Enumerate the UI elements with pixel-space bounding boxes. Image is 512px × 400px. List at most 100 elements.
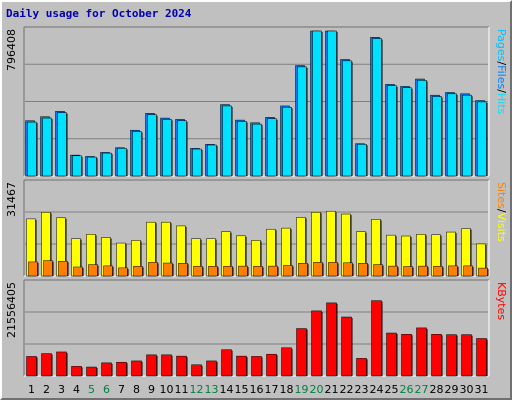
bar-files-day-21 [327, 30, 337, 177]
x-tick-label-10: 10 [160, 383, 174, 396]
bar-sites-day-20 [313, 262, 323, 277]
bar-files-day-11 [177, 120, 187, 177]
bar-files-day-19 [297, 66, 307, 177]
bar-files-day-29 [447, 93, 457, 177]
y-max-label-kbytes: 21556405 [5, 282, 18, 338]
x-tick-label-22: 22 [340, 383, 354, 396]
bar-files-day-24 [372, 38, 382, 177]
bar-kbytes-day-9 [146, 354, 157, 377]
bar-files-day-27 [417, 80, 427, 177]
bar-kbytes-day-14 [221, 349, 232, 377]
bar-files-day-14 [222, 105, 232, 177]
x-tick-label-5: 5 [88, 383, 95, 396]
x-tick-label-12: 12 [190, 383, 204, 396]
bar-files-day-22 [342, 60, 352, 177]
bar-kbytes-day-15 [236, 355, 247, 377]
x-tick-label-4: 4 [73, 383, 80, 396]
bar-kbytes-day-13 [206, 360, 217, 377]
x-tick-label-8: 8 [133, 383, 140, 396]
legend-sites-visits: Sites/Visits [495, 182, 508, 242]
bar-files-day-16 [252, 123, 262, 177]
legend-entry: Sites [495, 182, 508, 209]
bar-sites-day-1 [28, 261, 38, 277]
legend-entry: Hits [495, 93, 508, 115]
x-tick-label-18: 18 [280, 383, 294, 396]
bar-sites-day-13 [208, 266, 218, 277]
legend-entry: / [495, 61, 508, 65]
x-tick-label-9: 9 [148, 383, 155, 396]
bar-files-day-25 [387, 85, 397, 177]
bar-kbytes-day-25 [386, 332, 397, 377]
bar-kbytes-day-23 [356, 358, 367, 377]
bar-sites-day-11 [178, 263, 188, 277]
bar-files-day-2 [42, 117, 52, 177]
bar-kbytes-day-1 [26, 356, 37, 377]
bar-kbytes-day-19 [296, 328, 307, 377]
x-tick-label-15: 15 [235, 383, 249, 396]
bar-kbytes-day-7 [116, 361, 127, 377]
bar-kbytes-day-10 [161, 354, 172, 377]
bar-kbytes-day-11 [176, 355, 187, 377]
bar-files-day-6 [102, 152, 112, 177]
x-tick-label-6: 6 [103, 383, 110, 396]
bar-kbytes-day-24 [371, 300, 382, 377]
bar-kbytes-day-29 [446, 334, 457, 377]
x-tick-label-29: 29 [445, 383, 459, 396]
bar-kbytes-day-30 [461, 334, 472, 377]
bar-kbytes-day-22 [341, 316, 352, 377]
bar-kbytes-day-4 [71, 366, 82, 377]
bar-sites-day-8 [133, 266, 143, 277]
bar-files-day-20 [312, 30, 322, 177]
bar-kbytes-day-28 [431, 334, 442, 377]
bar-files-day-12 [192, 148, 202, 177]
bar-sites-day-14 [223, 266, 233, 277]
bar-sites-day-31 [478, 267, 488, 277]
bar-kbytes-day-16 [251, 356, 262, 377]
x-tick-label-17: 17 [265, 383, 279, 396]
bar-sites-day-25 [388, 265, 398, 277]
bar-files-day-31 [477, 101, 487, 177]
bar-sites-day-28 [433, 266, 443, 277]
bar-kbytes-day-27 [416, 327, 427, 377]
y-max-label-sites-visits: 31467 [5, 182, 18, 217]
bar-sites-day-29 [448, 265, 458, 277]
legend-entry: / [495, 89, 508, 93]
bar-kbytes-day-21 [326, 302, 337, 377]
bar-files-day-3 [57, 112, 67, 177]
bar-kbytes-day-31 [476, 338, 487, 377]
x-tick-label-19: 19 [295, 383, 309, 396]
bar-sites-day-22 [343, 262, 353, 277]
bar-sites-day-27 [418, 265, 428, 277]
x-tick-label-24: 24 [370, 383, 384, 396]
bar-files-day-17 [267, 118, 277, 177]
x-tick-label-2: 2 [43, 383, 50, 396]
bar-sites-day-9 [148, 262, 158, 277]
x-tick-label-30: 30 [460, 383, 474, 396]
x-tick-label-21: 21 [325, 383, 339, 396]
legend-entry: Pages [495, 29, 508, 62]
bar-sites-day-3 [58, 261, 68, 277]
bar-kbytes-day-5 [86, 366, 97, 377]
bar-kbytes-day-12 [191, 364, 202, 377]
bar-files-day-26 [402, 87, 412, 177]
x-tick-label-31: 31 [475, 383, 489, 396]
x-tick-label-27: 27 [415, 383, 429, 396]
bar-sites-day-26 [403, 266, 413, 277]
bar-kbytes-day-6 [101, 362, 112, 377]
x-tick-label-23: 23 [355, 383, 369, 396]
bar-sites-day-15 [238, 265, 248, 277]
bar-sites-day-24 [373, 264, 383, 277]
bar-files-day-5 [87, 156, 97, 177]
x-tick-label-20: 20 [310, 383, 324, 396]
bar-sites-day-7 [118, 267, 128, 277]
x-tick-label-16: 16 [250, 383, 264, 396]
bar-kbytes-day-3 [56, 351, 67, 377]
bar-files-day-8 [132, 131, 142, 177]
legend-entry: / [495, 209, 508, 213]
bar-files-day-7 [117, 148, 127, 177]
bar-kbytes-day-8 [131, 360, 142, 377]
x-tick-label-26: 26 [400, 383, 414, 396]
bar-files-day-18 [282, 107, 292, 177]
legend-entry: Files [495, 65, 508, 89]
